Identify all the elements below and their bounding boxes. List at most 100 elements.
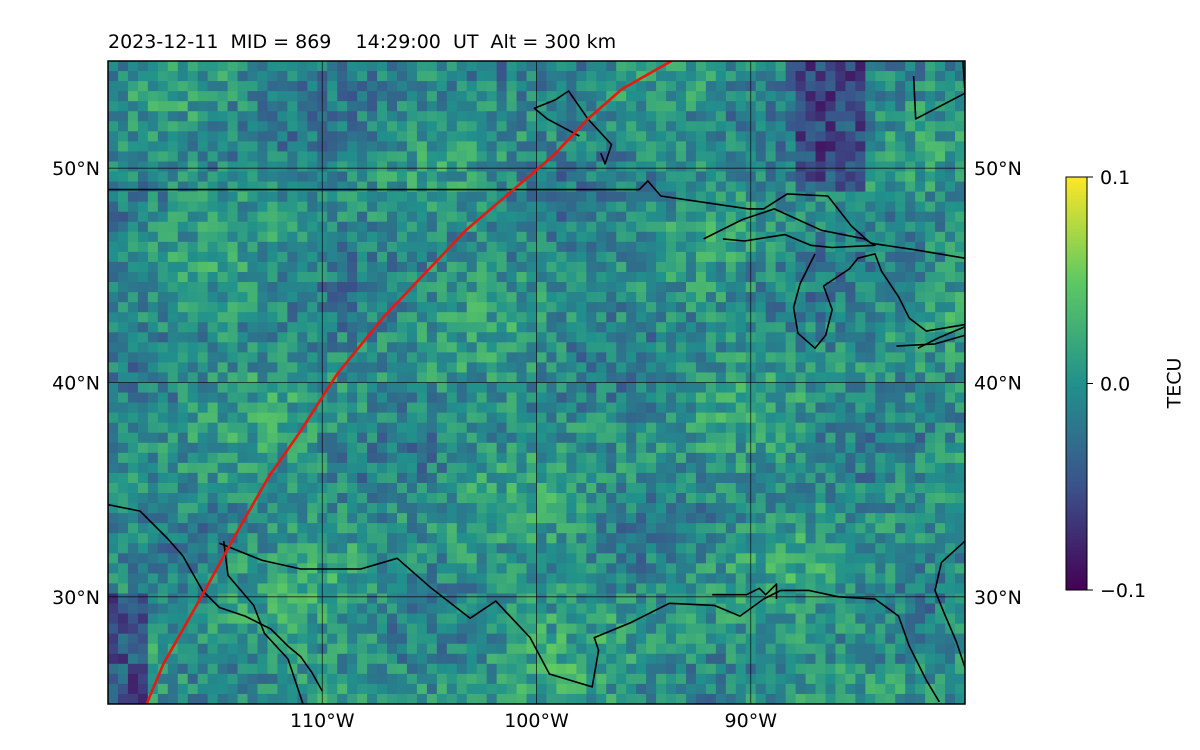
heatmap-cell <box>137 151 149 163</box>
heatmap-cell <box>685 71 697 82</box>
heatmap-cell <box>387 151 398 163</box>
heatmap-cell <box>347 452 358 464</box>
heatmap-cell <box>167 553 179 564</box>
heatmap-cell <box>167 543 179 554</box>
heatmap-cell <box>955 231 965 243</box>
heatmap-cell <box>636 211 647 223</box>
heatmap-cell <box>496 342 508 353</box>
heatmap-cell <box>695 422 707 434</box>
heatmap-cell <box>925 241 936 253</box>
heatmap-cell <box>127 462 139 474</box>
heatmap-cell <box>217 623 229 635</box>
heatmap-cell <box>815 462 827 474</box>
heatmap-cell <box>337 573 348 585</box>
heatmap-cell <box>895 352 906 364</box>
heatmap-cell <box>556 322 567 333</box>
heatmap-cell <box>626 422 637 434</box>
heatmap-cell <box>217 613 229 625</box>
heatmap-cell <box>596 81 607 92</box>
heatmap-cell <box>486 623 498 635</box>
heatmap-cell <box>765 603 777 615</box>
heatmap-cell <box>636 151 647 163</box>
heatmap-cell <box>586 191 597 203</box>
heatmap-cell <box>347 121 358 132</box>
heatmap-cell <box>287 432 298 444</box>
heatmap-cell <box>616 613 627 625</box>
heatmap-cell <box>327 332 338 343</box>
heatmap-cell <box>337 171 348 183</box>
heatmap-cell <box>516 573 528 585</box>
heatmap-cell <box>127 392 139 404</box>
heatmap-cell <box>865 603 876 615</box>
heatmap-cell <box>855 472 866 484</box>
heatmap-cell <box>915 81 926 92</box>
heatmap-cell <box>536 121 548 132</box>
heatmap-cell <box>536 292 548 303</box>
heatmap-cell <box>666 613 677 625</box>
heatmap-cell <box>925 432 936 444</box>
heatmap-cell <box>755 392 767 404</box>
heatmap-cell <box>117 302 129 313</box>
heatmap-cell <box>137 322 149 333</box>
heatmap-cell <box>715 201 727 213</box>
heatmap-cell <box>865 402 876 414</box>
heatmap-cell <box>327 141 338 153</box>
heatmap-cell <box>586 623 597 635</box>
heatmap-cell <box>157 523 169 534</box>
heatmap-cell <box>885 211 896 223</box>
heatmap-cell <box>287 71 298 82</box>
heatmap-cell <box>656 372 667 384</box>
heatmap-cell <box>526 312 538 323</box>
heatmap-cell <box>875 231 886 243</box>
heatmap-cell <box>785 482 797 494</box>
heatmap-cell <box>885 402 896 414</box>
heatmap-cell <box>426 91 438 102</box>
heatmap-cell <box>765 462 777 474</box>
heatmap-cell <box>357 543 368 554</box>
heatmap-cell <box>406 573 418 585</box>
heatmap-cell <box>596 332 607 343</box>
heatmap-cell <box>905 251 916 263</box>
heatmap-cell <box>685 583 697 595</box>
heatmap-cell <box>815 372 827 384</box>
heatmap-cell <box>536 151 548 163</box>
heatmap-cell <box>456 382 468 394</box>
heatmap-cell <box>626 282 637 293</box>
heatmap-cell <box>566 392 577 404</box>
heatmap-cell <box>147 171 159 183</box>
heatmap-cell <box>705 513 717 524</box>
heatmap-cell <box>546 472 558 484</box>
heatmap-cell <box>167 412 179 424</box>
heatmap-cell <box>715 322 727 333</box>
heatmap-cell <box>367 241 378 253</box>
heatmap-cell <box>646 553 657 564</box>
heatmap-cell <box>865 523 876 534</box>
heatmap-cell <box>187 563 199 574</box>
heatmap-cell <box>835 563 847 574</box>
heatmap-cell <box>915 513 926 524</box>
heatmap-cell <box>217 251 229 263</box>
heatmap-cell <box>685 171 697 183</box>
heatmap-cell <box>556 261 567 273</box>
heatmap-cell <box>177 121 189 132</box>
heatmap-cell <box>606 603 617 615</box>
heatmap-cell <box>267 292 279 303</box>
heatmap-cell <box>347 201 358 213</box>
heatmap-cell <box>785 573 797 585</box>
heatmap-cell <box>586 422 597 434</box>
heatmap-cell <box>406 503 418 514</box>
heatmap-cell <box>935 261 946 273</box>
heatmap-cell <box>656 402 667 414</box>
heatmap-cell <box>765 81 777 92</box>
heatmap-cell <box>137 241 149 253</box>
heatmap-cell <box>227 251 239 263</box>
heatmap-cell <box>695 141 707 153</box>
heatmap-cell <box>426 543 438 554</box>
heatmap-cell <box>845 201 856 213</box>
heatmap-cell <box>108 241 119 253</box>
heatmap-cell <box>486 402 498 414</box>
heatmap-cell <box>387 261 398 273</box>
heatmap-cell <box>895 71 906 82</box>
heatmap-cell <box>506 312 518 323</box>
heatmap-cell <box>596 111 607 122</box>
